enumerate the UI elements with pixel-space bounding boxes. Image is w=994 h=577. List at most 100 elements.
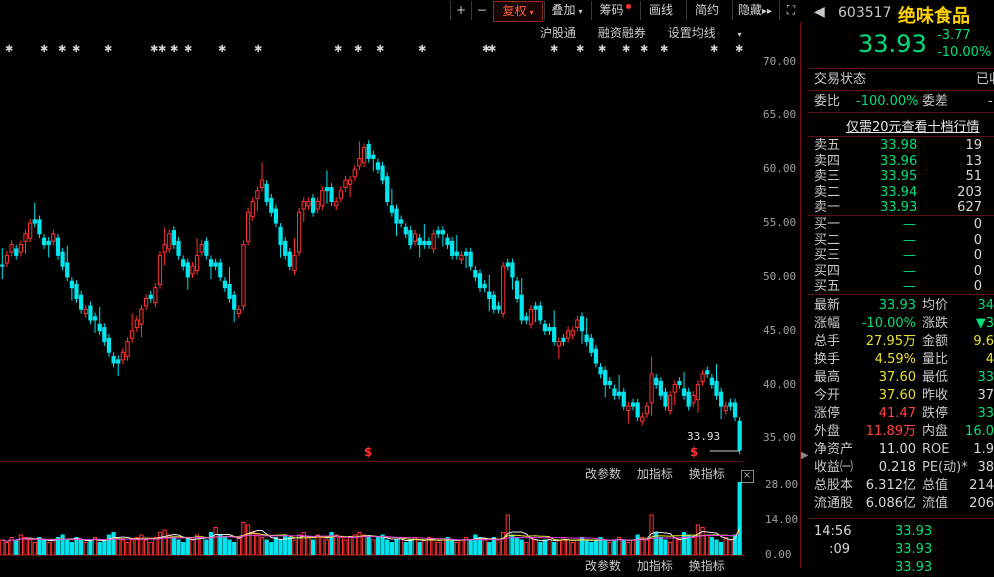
candle: [375, 162, 381, 170]
volume-bar: [630, 539, 636, 555]
switch-indicator-button[interactable]: 换指标: [688, 559, 725, 573]
asks-volume: 19: [965, 138, 982, 153]
divider: [0, 461, 745, 462]
event-marker-dollar-icon[interactable]: $: [364, 445, 373, 459]
volume-bar: [111, 532, 116, 555]
switch-indicator-button[interactable]: 换指标: [688, 467, 725, 481]
trade-status-value: 已收: [976, 72, 994, 87]
price-axis-label: 65.00: [763, 108, 797, 122]
event-star-icon[interactable]: ✱: [158, 44, 166, 55]
volume-bar: [236, 537, 241, 555]
candle: [408, 230, 413, 246]
chart-toolbar: + − 复权 ▾ 叠加 ▾ 筹码 画线 简约 隐藏▸▸ ⛶: [0, 0, 803, 22]
event-star-icon[interactable]: ✱: [72, 44, 80, 55]
restore-rights-dropdown[interactable]: 复权 ▾: [493, 1, 543, 22]
splitter-handle-icon[interactable]: ▶: [801, 450, 809, 461]
event-star-icon[interactable]: ✱: [550, 44, 558, 55]
candle: [403, 226, 408, 235]
event-star-icon[interactable]: ✱: [218, 44, 226, 55]
event-star-icon[interactable]: ✱: [170, 44, 178, 55]
candle: [700, 373, 705, 382]
prev-stock-icon[interactable]: ◀: [814, 4, 825, 20]
event-star-icon[interactable]: ✱: [488, 44, 496, 55]
tick-time: [814, 559, 850, 577]
ma-settings-dropdown[interactable]: 设置均线 ▾: [668, 26, 760, 40]
event-star-icon[interactable]: ✱: [735, 44, 743, 55]
indicator-bar: 改参数 加指标 换指标 ×: [585, 465, 766, 483]
event-star-icon[interactable]: ✱: [354, 44, 362, 55]
hide-label: 隐藏: [737, 3, 762, 17]
fullscreen-icon[interactable]: ⛶: [779, 1, 802, 20]
event-star-icon[interactable]: ✱: [254, 44, 262, 55]
candle: [162, 244, 167, 253]
volume-chart[interactable]: [0, 480, 745, 555]
event-star-icon[interactable]: ✱: [622, 44, 630, 55]
change-params-button[interactable]: 改参数: [585, 559, 622, 573]
event-star-icon[interactable]: ✱: [710, 44, 718, 55]
margin-trading-link[interactable]: 融资融券: [597, 26, 646, 40]
volume-bar: [324, 539, 330, 555]
volume-bar: [691, 537, 696, 555]
hide-panel-button[interactable]: 隐藏▸▸: [732, 1, 777, 20]
candle: [320, 190, 325, 207]
volume-bar: [445, 537, 450, 555]
draw-line-button[interactable]: 画线: [640, 1, 681, 20]
volume-bar: [283, 534, 288, 555]
volume-bar: [612, 539, 617, 555]
volume-bar: [208, 532, 214, 555]
event-star-icon[interactable]: ✱: [418, 44, 426, 55]
candle: [556, 341, 561, 347]
event-star-icon[interactable]: ✱: [640, 44, 648, 55]
chips-button[interactable]: 筹码: [591, 1, 638, 20]
volume-bar: [440, 539, 446, 555]
event-star-icon[interactable]: ✱: [104, 44, 112, 55]
asks-label: 卖四: [814, 153, 841, 169]
event-star-icon[interactable]: ✱: [376, 44, 384, 55]
asks-price: 33.94: [880, 184, 918, 200]
event-star-icon[interactable]: ✱: [150, 44, 158, 55]
event-star-icon[interactable]: ✱: [5, 44, 13, 55]
volume-bar: [575, 539, 580, 555]
event-star-icon[interactable]: ✱: [58, 44, 66, 55]
event-star-icon[interactable]: ✱: [482, 44, 490, 55]
level2-promo-link[interactable]: 仅需20元查看十档行情: [846, 120, 980, 135]
event-star-icon[interactable]: ✱: [334, 44, 342, 55]
volume-bar: [705, 534, 710, 555]
candle: [496, 305, 501, 310]
event-star-icon[interactable]: ✱: [184, 44, 192, 55]
event-star-icon[interactable]: ✱: [576, 44, 584, 55]
volume-bar: [389, 542, 394, 555]
stat-value: 41.47: [878, 406, 916, 421]
stock-name: 绝味食品: [898, 6, 970, 27]
volume-bar: [245, 524, 251, 555]
tick-price: 33.93: [895, 560, 933, 575]
add-indicator-button[interactable]: 加指标: [636, 559, 673, 573]
candle: [324, 187, 330, 192]
candle: [732, 402, 738, 418]
zoom-in-button[interactable]: +: [450, 1, 471, 20]
candlestick-chart[interactable]: ✱ ✱ ✱ ✱ ✱ ✱ ✱ ✱ ✱ ✱ ✱ ✱ ✱ ✱ ✱ ✱ ✱ ✱ ✱ ✱ ✱ ✱ ✱ ✱ ✱: [0, 40, 745, 460]
zoom-out-button[interactable]: −: [471, 1, 492, 20]
overlay-dropdown[interactable]: 叠加 ▾: [544, 1, 589, 20]
volume-bar: [593, 539, 599, 555]
event-star-icon[interactable]: ✱: [660, 44, 668, 55]
close-icon[interactable]: ×: [740, 470, 754, 483]
candle: [222, 280, 228, 289]
volume-bar: [106, 534, 112, 555]
event-star-icon[interactable]: ✱: [40, 44, 48, 55]
divider: [0, 555, 745, 556]
simple-contract-button[interactable]: 简约: [686, 1, 727, 20]
candle: [92, 316, 98, 321]
candle: [630, 402, 636, 407]
price-axis-label: 35.00: [763, 431, 797, 445]
event-star-icon[interactable]: ✱: [598, 44, 606, 55]
candle: [102, 327, 107, 343]
hgt-link[interactable]: 沪股通: [540, 26, 577, 40]
volume-bar: [552, 542, 557, 555]
asks-label: 卖二: [814, 184, 841, 200]
add-indicator-button[interactable]: 加指标: [636, 467, 673, 481]
change-params-button[interactable]: 改参数: [585, 467, 622, 481]
event-marker-dollar-icon[interactable]: $: [690, 445, 699, 459]
volume-bar: [97, 542, 102, 555]
candle: [227, 283, 232, 299]
